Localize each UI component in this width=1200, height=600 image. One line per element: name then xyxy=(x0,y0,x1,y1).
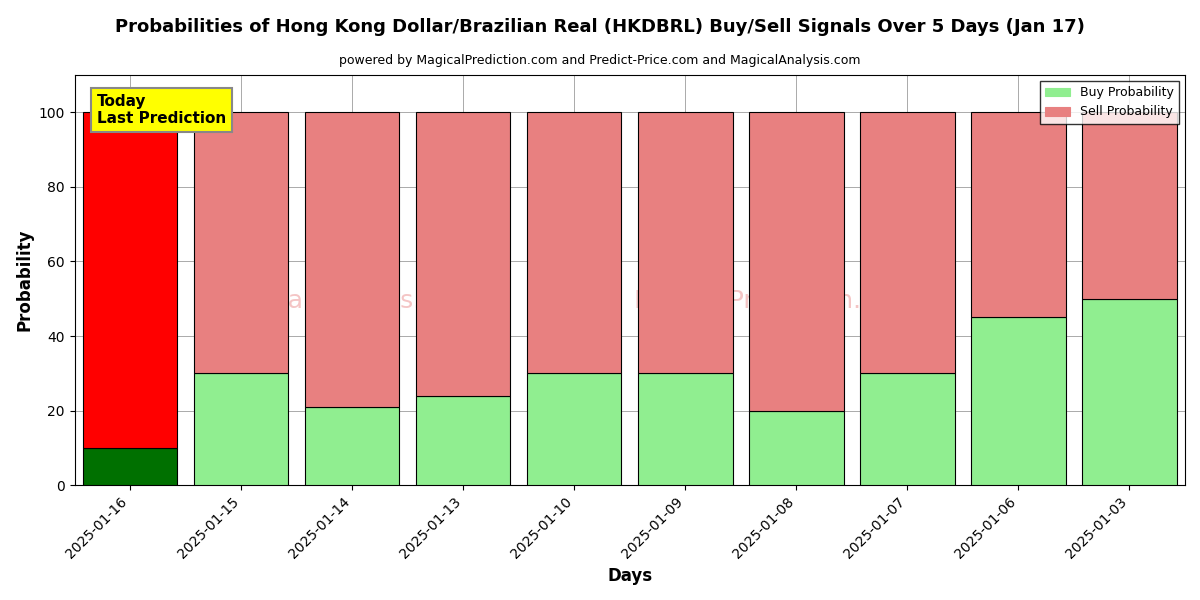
Bar xyxy=(194,112,288,373)
Text: MagicalPrediction.com: MagicalPrediction.com xyxy=(634,289,914,313)
Bar xyxy=(749,410,844,485)
Bar xyxy=(83,448,178,485)
Bar xyxy=(749,112,844,410)
Legend: Buy Probability, Sell Probability: Buy Probability, Sell Probability xyxy=(1040,81,1178,124)
Bar xyxy=(638,373,732,485)
Bar xyxy=(1082,112,1177,299)
Bar xyxy=(416,395,510,485)
Bar xyxy=(305,407,400,485)
Bar xyxy=(83,112,178,448)
Bar xyxy=(860,112,955,373)
Text: Today
Last Prediction: Today Last Prediction xyxy=(97,94,226,126)
Bar xyxy=(305,112,400,407)
Bar xyxy=(971,317,1066,485)
Bar xyxy=(1082,299,1177,485)
Bar xyxy=(527,112,622,373)
Bar xyxy=(194,373,288,485)
Bar xyxy=(860,373,955,485)
Text: calAnalysis.com: calAnalysis.com xyxy=(274,289,475,313)
Bar xyxy=(638,112,732,373)
Y-axis label: Probability: Probability xyxy=(16,229,34,331)
Bar xyxy=(971,112,1066,317)
Text: powered by MagicalPrediction.com and Predict-Price.com and MagicalAnalysis.com: powered by MagicalPrediction.com and Pre… xyxy=(340,54,860,67)
X-axis label: Days: Days xyxy=(607,567,653,585)
Bar xyxy=(527,373,622,485)
Text: Probabilities of Hong Kong Dollar/Brazilian Real (HKDBRL) Buy/Sell Signals Over : Probabilities of Hong Kong Dollar/Brazil… xyxy=(115,18,1085,36)
Bar xyxy=(416,112,510,395)
